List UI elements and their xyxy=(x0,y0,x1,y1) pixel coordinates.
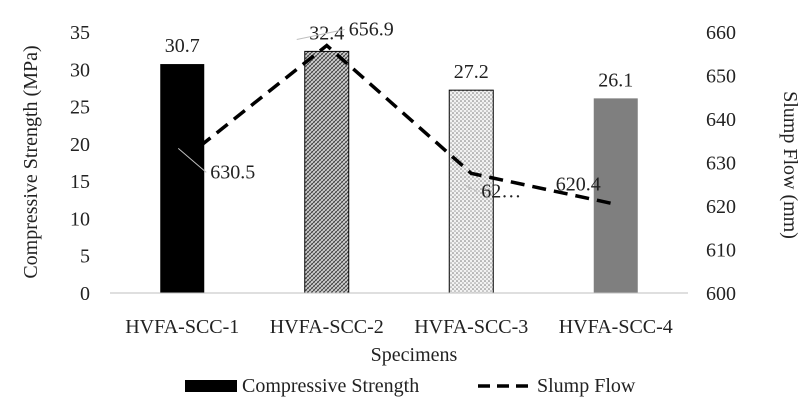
line-data-label: 620.4 xyxy=(556,173,601,195)
category-labels: HVFA-SCC-1 HVFA-SCC-2 HVFA-SCC-3 HVFA-SCC-4 xyxy=(125,316,673,338)
bar-hvfa-scc-1 xyxy=(160,64,205,294)
y-left-tick-label: 15 xyxy=(70,171,90,193)
y-left-tick-label: 35 xyxy=(70,22,90,44)
y-left-tick-label: 5 xyxy=(80,246,90,268)
y-right-tick-label: 620 xyxy=(706,196,736,218)
y-right-tick-label: 630 xyxy=(706,153,736,175)
bar-hvfa-scc-4 xyxy=(593,98,638,294)
left-axis: 0 5 10 15 20 25 30 35 xyxy=(70,22,90,305)
x-axis-title: Specimens xyxy=(371,344,458,366)
y-left-tick-label: 10 xyxy=(70,208,90,230)
line-series xyxy=(181,43,617,206)
y-right-tick-label: 650 xyxy=(706,66,736,88)
bar-series xyxy=(160,50,638,294)
x-tick-label: HVFA-SCC-3 xyxy=(414,316,528,338)
x-tick-label: HVFA-SCC-4 xyxy=(559,316,673,338)
data-label-leader xyxy=(177,147,207,173)
legend-swatch-compressive-strength xyxy=(185,380,237,392)
y-right-tick-label: 610 xyxy=(706,240,736,262)
data-label-leader xyxy=(465,184,478,192)
x-tick-label: HVFA-SCC-2 xyxy=(270,316,384,338)
y-left-tick-label: 25 xyxy=(70,97,90,119)
data-label-leader xyxy=(296,28,345,40)
bar-data-label: 30.7 xyxy=(165,35,200,57)
y-left-tick-label: 20 xyxy=(70,134,90,156)
legend: Compressive Strength Slump Flow xyxy=(185,375,636,397)
y-right-tick-label: 600 xyxy=(706,283,736,305)
bar-hvfa-scc-2 xyxy=(304,50,350,294)
legend-label-slump-flow: Slump Flow xyxy=(537,375,636,397)
right-axis: 600 610 620 630 640 650 660 xyxy=(706,22,736,305)
bar-data-label: 27.2 xyxy=(454,61,489,83)
y-right-tick-label: 640 xyxy=(706,109,736,131)
line-data-label: 656.9 xyxy=(349,18,394,40)
y-left-tick-label: 0 xyxy=(80,283,90,305)
y-right-tick-label: 660 xyxy=(706,22,736,44)
bar-data-label: 26.1 xyxy=(598,69,633,91)
x-tick-label: HVFA-SCC-1 xyxy=(125,316,239,338)
y-left-tick-label: 30 xyxy=(70,59,90,81)
legend-label-compressive-strength: Compressive Strength xyxy=(242,375,419,397)
y-left-axis-title: Compressive Strength (MPa) xyxy=(20,45,42,278)
line-data-label: 62… xyxy=(481,180,521,202)
y-right-axis-title: Slump Flow (mm) xyxy=(779,91,801,239)
bar-hvfa-scc-3 xyxy=(448,89,494,294)
slump-flow-line xyxy=(181,43,617,206)
line-data-label: 630.5 xyxy=(210,161,255,183)
